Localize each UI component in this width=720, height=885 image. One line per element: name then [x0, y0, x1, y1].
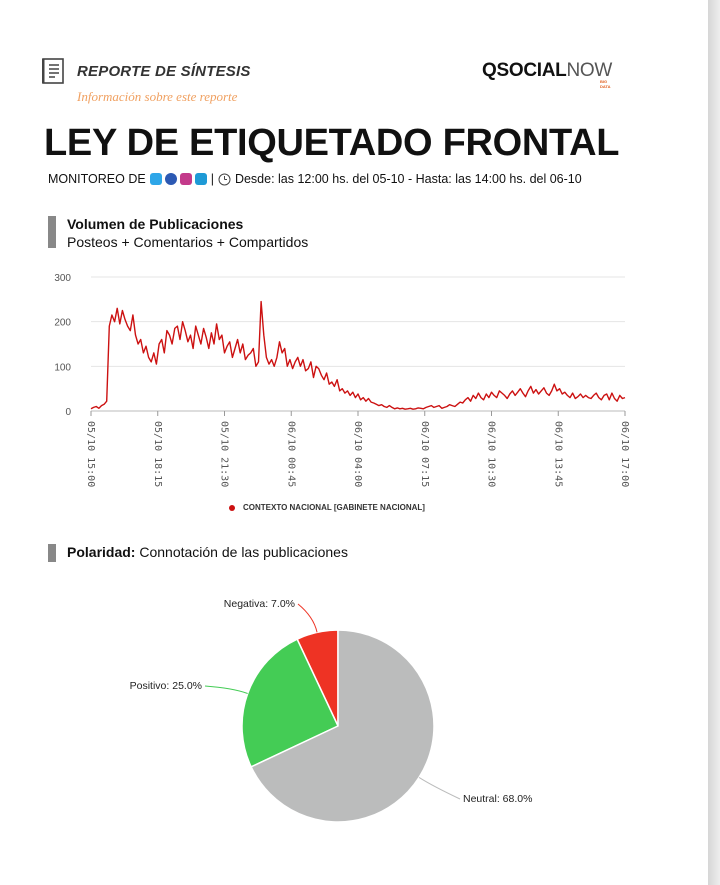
instagram-icon — [179, 173, 192, 185]
pie-slice-positivo — [241, 638, 339, 768]
report-title: REPORTE DE SÍNTESIS — [77, 63, 251, 80]
x-tick-label: 06/10 10:30 — [486, 421, 497, 487]
document-icon — [42, 58, 64, 84]
x-tick-label: 06/10 17:00 — [619, 421, 630, 487]
logo-bold-text: QSOCIAL — [482, 60, 567, 81]
pie-label-neutral: Neutral: 68.0% — [463, 793, 532, 805]
polarity-pie-chart: Negativa: 7.0% Positivo: 25.0% Neutral: 68… — [130, 598, 532, 823]
pie-label-connector — [297, 603, 318, 633]
monitor-separator: | — [210, 172, 214, 186]
pie-label-connector — [204, 685, 248, 694]
pie-label-negativa: Negativa: 7.0% — [224, 598, 295, 610]
logo-light-text: NOW — [566, 60, 613, 81]
volume-section-title: Volumen de Publicaciones — [67, 216, 244, 232]
pie-label-positivo: Positivo: 25.0% — [130, 680, 202, 692]
x-tick-label: 06/10 07:15 — [419, 421, 430, 487]
x-tick-label: 06/10 00:45 — [285, 421, 296, 487]
page-title: LEY DE ETIQUETADO FRONTAL — [44, 122, 620, 164]
qsocialnow-logo: QSOCIALNOW BIG DATA — [482, 60, 613, 89]
monitor-prefix: MONITOREO DE — [48, 172, 146, 186]
x-tick-label: 05/10 21:30 — [219, 421, 230, 487]
y-tick-label: 100 — [54, 362, 71, 373]
monitoring-line: MONITOREO DE | Desde: las 12:00 hs. del … — [48, 172, 582, 186]
polarity-section-title: Polaridad: Connotación de las publicacio… — [67, 544, 348, 560]
y-tick-label: 0 — [65, 407, 71, 418]
y-tick-label: 300 — [54, 273, 71, 284]
x-tick-label: 06/10 13:45 — [552, 421, 563, 487]
chart-legend: CONTEXTO NACIONAL [GABINETE NACIONAL] — [229, 503, 425, 512]
legend-label: CONTEXTO NACIONAL [GABINETE NACIONAL] — [243, 503, 425, 512]
logo-tagline: BIG DATA — [600, 79, 611, 89]
polarity-title-rest: Connotación de las publicaciones — [135, 544, 348, 560]
y-tick-label: 200 — [54, 318, 71, 329]
youtube-icon — [194, 173, 207, 185]
report-info-link[interactable]: Información sobre este reporte — [77, 89, 238, 104]
x-tick-label: 06/10 04:00 — [352, 421, 363, 487]
volume-line-chart: 0 100 200 300 05/10 15:00 05/10 18:15 05/10 21… — [54, 273, 630, 487]
clock-icon — [218, 173, 231, 185]
monitor-date-range: Desde: las 12:00 hs. del 05-10 - Hasta: … — [234, 172, 582, 186]
pie-slice-neutral — [250, 629, 435, 823]
twitter-icon — [149, 173, 162, 185]
x-tick-label: 05/10 18:15 — [152, 421, 163, 487]
facebook-icon — [164, 173, 177, 185]
series-line — [90, 300, 626, 410]
page-edge — [708, 0, 720, 885]
section-marker — [48, 216, 56, 248]
volume-section-subtitle: Posteos + Comentarios + Compartidos — [67, 234, 309, 250]
x-tick-label: 05/10 15:00 — [85, 421, 96, 487]
legend-marker — [229, 504, 235, 511]
pie-label-connector — [418, 777, 461, 800]
section-marker — [48, 544, 56, 562]
polarity-title-bold: Polaridad: — [67, 544, 136, 560]
